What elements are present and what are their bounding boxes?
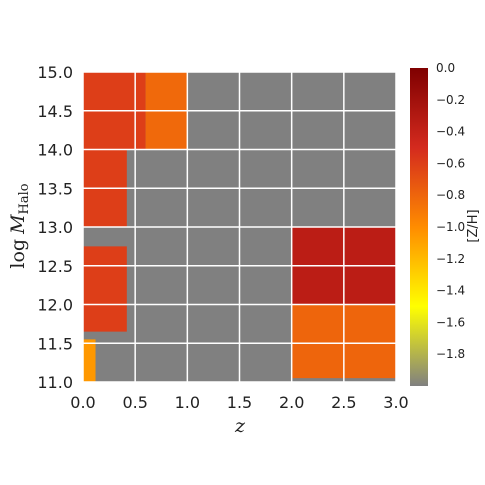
- colorbar-tick-label: −1.0: [436, 220, 465, 234]
- x-tick-label: 3.0: [383, 393, 408, 412]
- colorbar: [410, 68, 428, 386]
- y-tick-label: 15.0: [37, 63, 73, 82]
- y-tick-label: 11.0: [37, 373, 73, 392]
- colorbar-tick-label: −0.8: [436, 188, 465, 202]
- y-tick-label: 13.5: [37, 179, 73, 198]
- colorbar-tick-label: −1.2: [436, 252, 465, 266]
- y-axis-label: logMHalo: [7, 183, 32, 268]
- y-tick-label: 13.0: [37, 218, 73, 237]
- x-tick-label: 1.5: [227, 393, 252, 412]
- x-tick-label: 2.0: [279, 393, 304, 412]
- x-tick-label: 0.0: [70, 393, 95, 412]
- colorbar-tick-label: −0.6: [436, 156, 465, 170]
- x-axis-label: z: [234, 415, 246, 437]
- y-tick-label: 12.5: [37, 257, 73, 276]
- y-tick-label: 12.0: [37, 296, 73, 315]
- y-tick-label: 14.5: [37, 102, 73, 121]
- x-tick-label: 0.5: [122, 393, 147, 412]
- y-tick-label: 14.0: [37, 141, 73, 160]
- colorbar-tick-label: −1.6: [436, 315, 465, 329]
- x-tick-label: 2.5: [331, 393, 356, 412]
- colorbar-tick-label: −1.8: [436, 347, 465, 361]
- colorbar-tick-label: 0.0: [436, 61, 455, 75]
- colorbar-tick-label: −0.4: [436, 125, 465, 139]
- y-tick-label: 11.5: [37, 334, 73, 353]
- x-tick-label: 1.0: [175, 393, 200, 412]
- colorbar-label: [Z/H]: [466, 209, 481, 242]
- heatmap-cell-3: [83, 246, 127, 332]
- colorbar-tick-label: −0.2: [436, 93, 465, 107]
- heatmap-cell-4: [83, 339, 96, 382]
- colorbar-tick-label: −1.4: [436, 284, 465, 298]
